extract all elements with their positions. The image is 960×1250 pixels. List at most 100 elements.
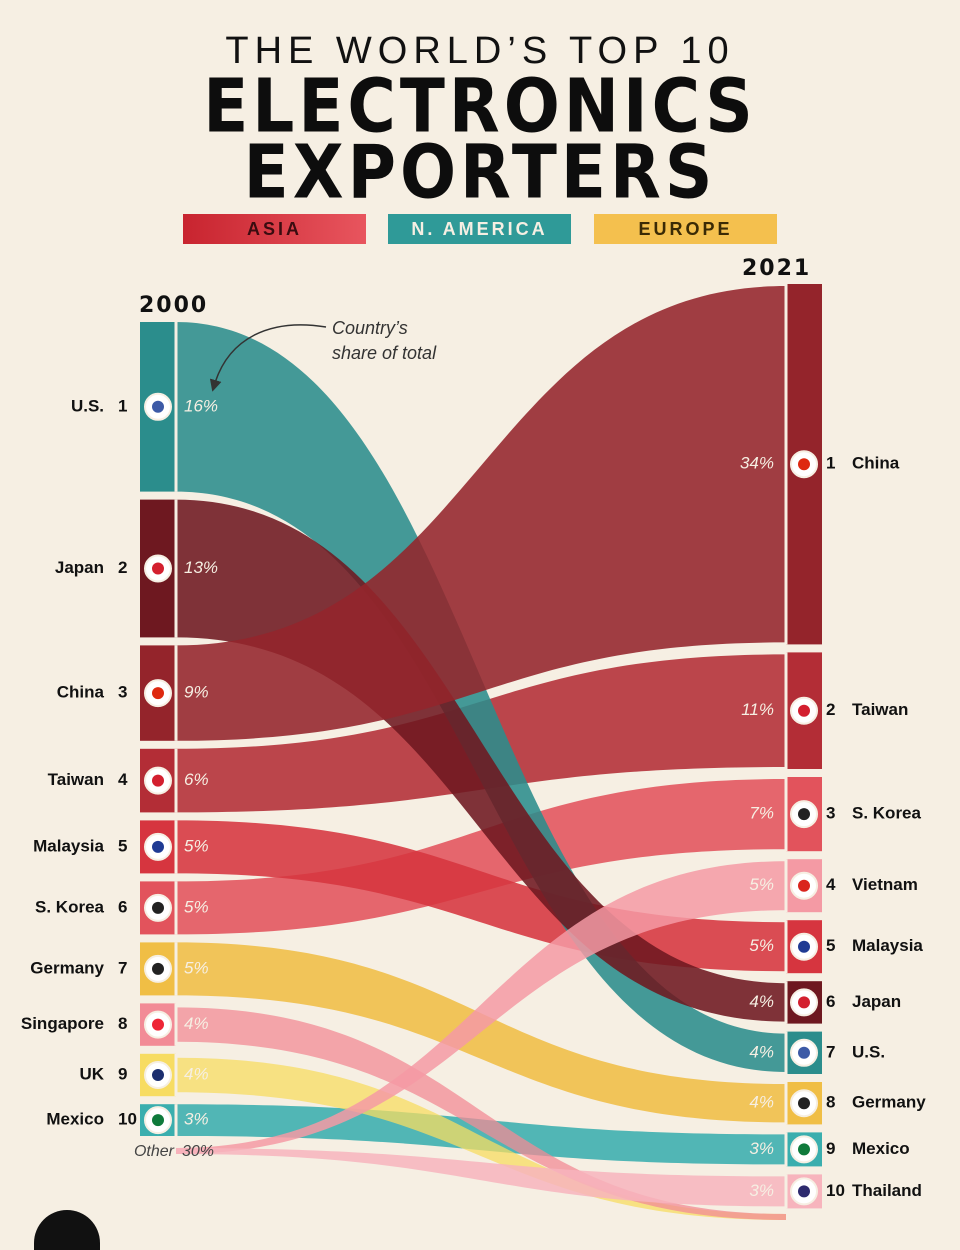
rank-label-2021-s-korea: 3: [826, 804, 835, 823]
year-2021-label: 2021: [742, 256, 812, 281]
value-label-2021-u-s: 4%: [749, 1042, 774, 1061]
pretitle: THE WORLD’S TOP 10: [225, 30, 735, 72]
label-layer: U.S. 1 16%Japan 2 13%China 3 9%Taiwan 4 6%Malays…: [21, 392, 926, 1206]
country-label-2000-malaysia: Malaysia: [33, 836, 104, 855]
country-label-2000-mexico: Mexico: [46, 1110, 104, 1129]
value-label-2021-malaysia: 5%: [749, 936, 774, 955]
rank-label-2000-singapore: 8: [118, 1014, 127, 1033]
flow-thailand: [176, 1148, 786, 1207]
rank-label-2000-japan: 2: [118, 558, 127, 577]
value-label-2000-taiwan: 6%: [184, 770, 209, 789]
rank-label-2021-taiwan: 2: [826, 700, 835, 719]
rank-label-2000-u-s: 1: [118, 396, 127, 415]
flag-icon-mexico-2021: [790, 1135, 818, 1164]
legend-north-america: N. AMERICA: [388, 214, 571, 244]
flag-icon-japan-2021: [790, 988, 818, 1017]
flag-icon-uk-2000: [144, 1061, 172, 1089]
country-label-2000-japan: Japan: [55, 558, 104, 577]
rank-label-2021-mexico: 9: [826, 1139, 835, 1158]
value-label-2000-china: 9%: [184, 683, 209, 702]
flag-icon-china-2000: [144, 679, 172, 708]
rank-label-2000-s-korea: 6: [118, 897, 127, 916]
page-title-line-2: EXPORTERS: [243, 129, 717, 216]
flag-icon-thailand-2021: [790, 1177, 818, 1206]
country-label-2000-germany: Germany: [30, 958, 104, 977]
flow-u-s: [176, 322, 786, 1072]
country-label-2021-germany: Germany: [852, 1093, 926, 1112]
country-label-2021-malaysia: Malaysia: [852, 936, 923, 955]
value-label-2021-thailand: 3%: [749, 1181, 774, 1200]
flag-icon-vietnam-2021: [790, 871, 818, 900]
flag-icon-s-korea-2021: [790, 800, 818, 829]
flag-icon-taiwan-2021: [790, 696, 818, 725]
value-label-2000-s-korea: 5%: [184, 897, 209, 916]
share-annotation: Country’s share of total: [332, 316, 436, 366]
rank-label-2000-china: 3: [118, 683, 127, 702]
country-label-2021-mexico: Mexico: [852, 1139, 910, 1158]
country-label-2021-japan: Japan: [852, 992, 901, 1011]
flow-singapore: [176, 1007, 786, 1220]
country-label-2000-s-korea: S. Korea: [35, 897, 105, 916]
value-label-2021-mexico: 3%: [749, 1139, 774, 1158]
country-label-2000-taiwan: Taiwan: [48, 770, 104, 789]
rank-label-2021-u-s: 7: [826, 1042, 835, 1061]
flag-icon-japan-2000: [144, 554, 172, 583]
rank-label-2021-thailand: 10: [826, 1181, 845, 1200]
rank-label-2000-germany: 7: [118, 958, 127, 977]
value-label-2000-germany: 5%: [184, 958, 209, 977]
flow-germany: [176, 942, 786, 1123]
rank-label-2000-mexico: 10: [118, 1110, 137, 1129]
flag-icon-mexico-2000: [144, 1106, 172, 1135]
flag-icon-s-korea-2000: [144, 893, 172, 922]
flag-icon-malaysia-2021: [790, 932, 818, 961]
year-2000-label: 2000: [139, 293, 209, 318]
rank-label-2021-china: 1: [826, 454, 835, 473]
flag-icon-taiwan-2000: [144, 766, 172, 795]
value-label-2000-singapore: 4%: [184, 1014, 209, 1033]
flag-icon-singapore-2000: [144, 1010, 172, 1039]
flow-vietnam: [176, 861, 786, 1154]
annotation-line-1: Country’s: [332, 318, 408, 338]
country-label-2000-singapore: Singapore: [21, 1014, 104, 1033]
other-value-2000: 30%: [182, 1143, 214, 1160]
country-label-2021-china: China: [852, 454, 900, 473]
value-label-2021-s-korea: 7%: [749, 804, 774, 823]
rank-label-2021-japan: 6: [826, 992, 835, 1011]
value-label-2021-vietnam: 5%: [749, 875, 774, 894]
rank-label-2021-vietnam: 4: [826, 875, 836, 894]
value-label-2021-japan: 4%: [749, 992, 774, 1011]
value-label-2000-malaysia: 5%: [184, 836, 209, 855]
flag-icon-china-2021: [790, 450, 818, 479]
rank-label-2021-germany: 8: [826, 1093, 835, 1112]
rank-label-2021-malaysia: 5: [826, 936, 835, 955]
flow-s-korea: [176, 779, 786, 935]
value-label-2000-japan: 13%: [184, 558, 218, 577]
country-label-2000-china: China: [57, 683, 105, 702]
value-label-2000-uk: 4%: [184, 1064, 209, 1083]
flow-china: [176, 286, 786, 741]
value-label-2021-germany: 4%: [749, 1093, 774, 1112]
value-label-2000-mexico: 3%: [184, 1110, 209, 1129]
flag-icon-germany-2021: [790, 1089, 818, 1118]
country-label-2000-uk: UK: [79, 1064, 104, 1083]
country-label-2021-taiwan: Taiwan: [852, 700, 908, 719]
page-title-line-1: ELECTRONICS: [203, 63, 757, 150]
rank-label-2000-uk: 9: [118, 1064, 127, 1083]
rank-label-2000-taiwan: 4: [118, 770, 128, 789]
flag-icon-malaysia-2000: [144, 832, 172, 861]
country-label-2021-s-korea: S. Korea: [852, 804, 922, 823]
country-label-2021-u-s: U.S.: [852, 1042, 885, 1061]
legend-europe: EUROPE: [594, 214, 777, 244]
flag-icon-u-s-2000: [144, 392, 172, 421]
flow-uk: [176, 1057, 786, 1220]
flow-layer: [176, 286, 786, 1220]
value-label-2000-u-s: 16%: [184, 396, 218, 415]
flag-icon-germany-2000: [144, 954, 172, 983]
legend-asia: ASIA: [183, 214, 366, 244]
country-label-2021-thailand: Thailand: [852, 1181, 922, 1200]
country-label-2021-vietnam: Vietnam: [852, 875, 918, 894]
country-label-2000-u-s: U.S.: [71, 396, 104, 415]
value-label-2021-taiwan: 11%: [741, 700, 774, 719]
flag-icon-u-s-2021: [790, 1038, 818, 1067]
